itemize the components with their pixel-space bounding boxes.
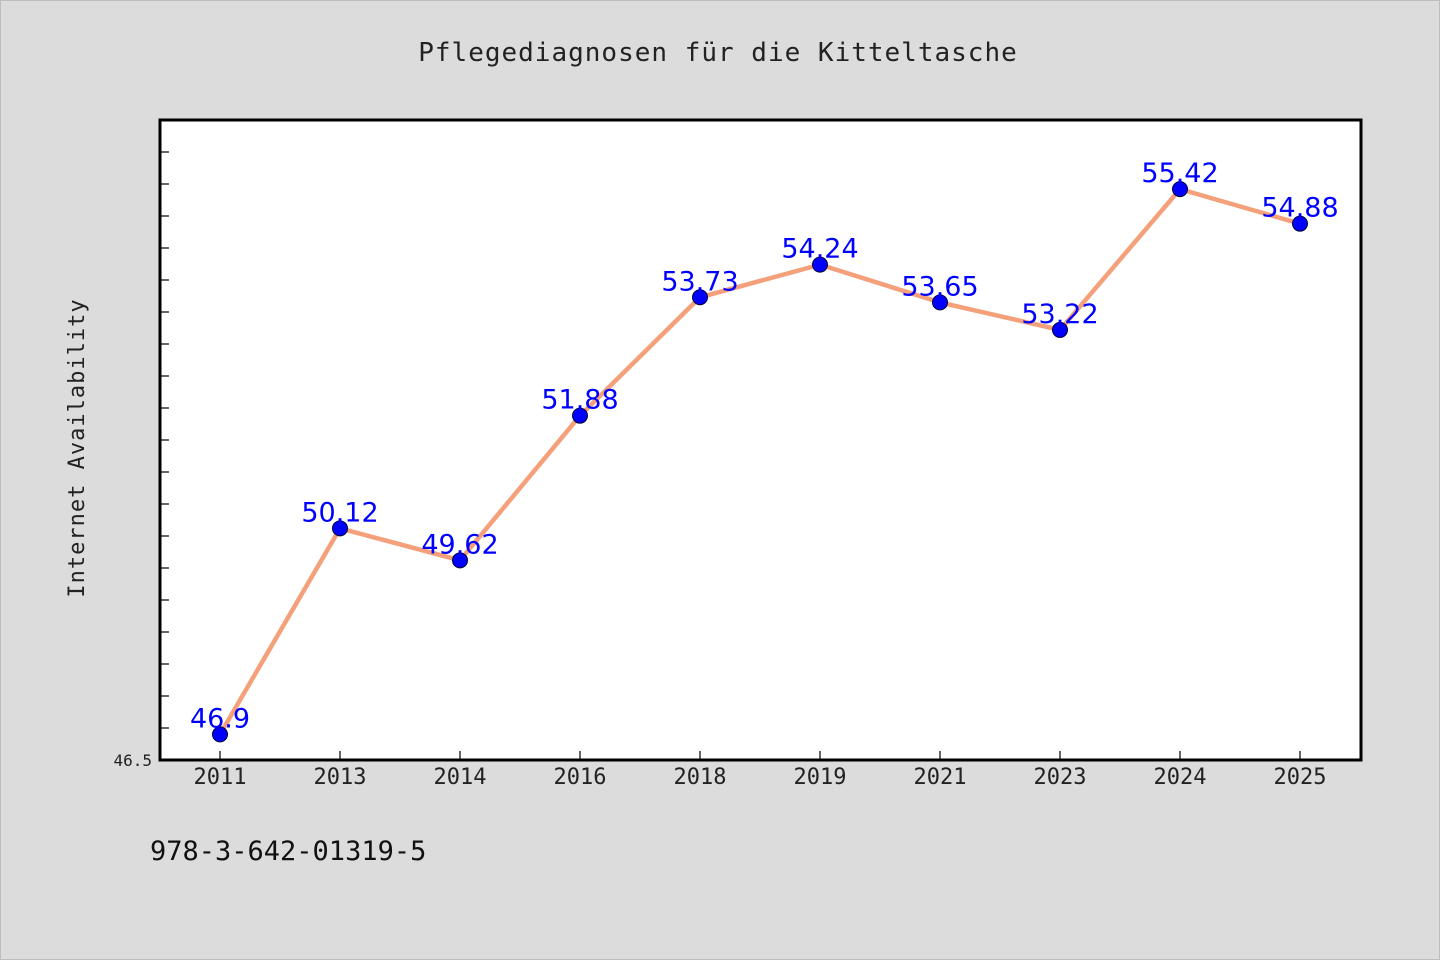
data-point <box>1292 215 1308 232</box>
data-point <box>692 289 708 306</box>
data-point <box>1172 181 1188 198</box>
footer-code: 978-3-642-01319-5 <box>150 836 427 867</box>
x-tick-label: 2016 <box>554 765 607 790</box>
data-label: 53.73 <box>661 266 738 297</box>
data-label: 55.42 <box>1141 158 1218 189</box>
x-axis-ticks: 2011 2013 2014 2016 2018 2019 2021 2023 2024 2025 <box>194 751 1327 790</box>
data-label: 53.22 <box>1021 299 1098 330</box>
x-tick-label: 2024 <box>1154 765 1207 790</box>
x-tick-label: 2014 <box>434 765 487 790</box>
data-point <box>1052 321 1068 338</box>
x-tick-label: 2021 <box>914 765 967 790</box>
data-point <box>332 520 348 537</box>
plot-area <box>158 118 1363 762</box>
series-group: 46.9 50.12 49.62 51.88 53.73 54.24 53.65 53.22 5… <box>190 158 1339 743</box>
data-label: 46.9 <box>190 703 250 734</box>
series-line <box>217 186 1303 737</box>
data-label: 54.24 <box>781 234 858 265</box>
data-label: 53.65 <box>901 271 978 302</box>
x-tick-label: 2019 <box>794 765 847 790</box>
data-label: 51.88 <box>541 385 618 416</box>
data-label: 54.88 <box>1261 193 1338 224</box>
chart-title: Pflegediagnosen für die Kitteltasche <box>418 38 1018 68</box>
data-label: 50.12 <box>301 497 378 528</box>
x-tick-label: 2025 <box>1274 765 1327 790</box>
data-point <box>212 726 228 743</box>
x-tick-label: 2011 <box>194 765 247 790</box>
data-point <box>572 407 588 424</box>
data-point <box>812 256 828 273</box>
x-tick-label: 2023 <box>1034 765 1087 790</box>
y-axis-label: Internet Availability <box>65 298 90 597</box>
y-axis-ticks: 46.5 <box>113 119 169 770</box>
y-tick-label: 46.5 <box>113 751 152 770</box>
x-tick-label: 2013 <box>314 765 367 790</box>
x-tick-label: 2018 <box>674 765 727 790</box>
data-point <box>932 294 948 311</box>
data-label: 49.62 <box>421 529 498 560</box>
data-point <box>452 552 468 569</box>
